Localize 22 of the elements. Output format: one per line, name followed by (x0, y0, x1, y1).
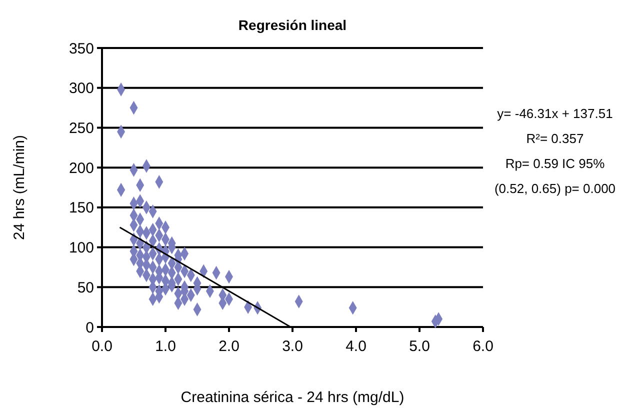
x-tick-label: 3.0 (282, 338, 303, 355)
y-tick-label: 100 (68, 240, 94, 257)
text: Rp= 0.59 IC 95% (505, 156, 606, 171)
x-axis-title: Creatinina sérica - 24 hrs (mg/dL) (180, 389, 404, 406)
x-tick-label: 5.0 (409, 338, 430, 355)
y-tick-label: 50 (77, 279, 94, 296)
y-axis-title: 24 hrs (mL/min) (11, 134, 28, 240)
text: y= -46.31x + 137.51 (497, 106, 613, 121)
y-tick-label: 350 (68, 40, 94, 58)
y-tick-label: 300 (68, 80, 94, 98)
y-tick-label: 200 (68, 160, 94, 177)
chart-title: Regresión lineal (238, 17, 347, 33)
y-tick-label: 250 (68, 120, 94, 137)
text: R²= 0.357 (526, 131, 584, 146)
x-tick-label: 4.0 (346, 338, 366, 355)
x-tick-label: 6.0 (472, 338, 494, 355)
text: (0.52, 0.65) p= 0.000 (494, 181, 616, 196)
y-tick-label: 150 (68, 200, 94, 217)
x-tick-label: 0.0 (92, 338, 112, 355)
x-tick-label: 2.0 (218, 338, 240, 355)
y-tick-label: 0 (86, 319, 94, 336)
x-tick-label: 1.0 (155, 338, 176, 355)
